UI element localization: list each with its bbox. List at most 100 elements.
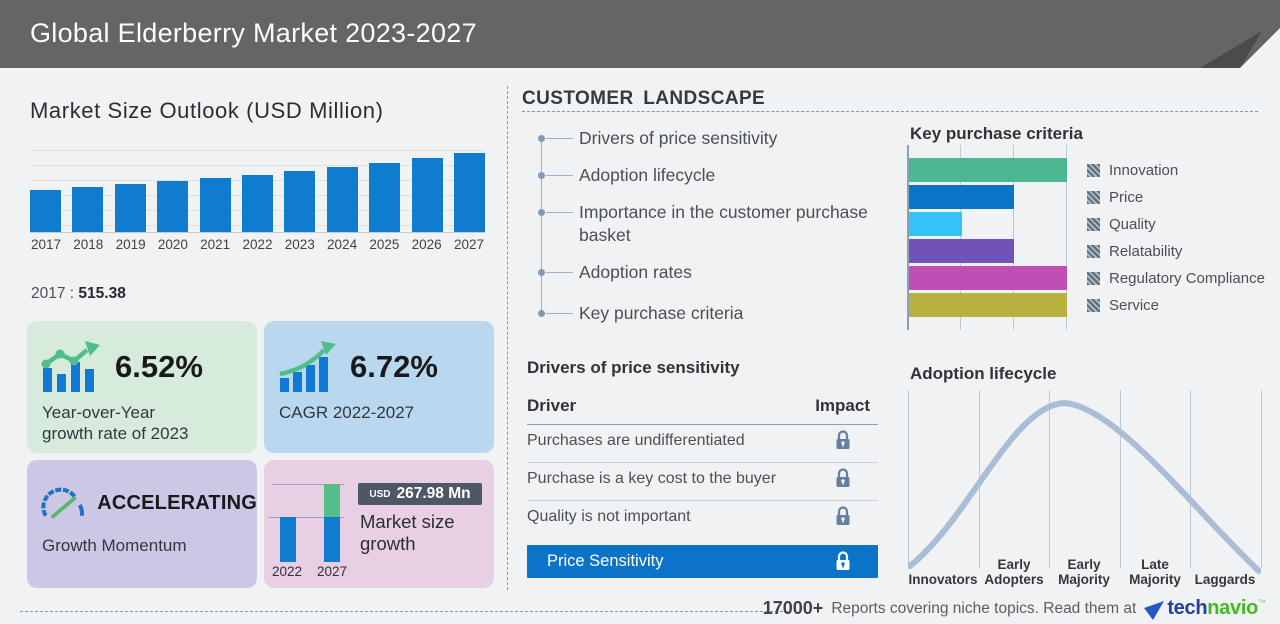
list-connector [546,272,573,273]
table-header-line [527,424,878,425]
market-bar-column [157,181,189,232]
list-connector [546,175,573,176]
list-connector [546,212,573,213]
list-bullet-dot [538,172,545,179]
list-bullet-dot [538,135,545,142]
market-size-chart [30,150,485,232]
market-bar-column [114,184,146,232]
legend-swatch-icon [1087,244,1100,258]
price-sensitivity-highlight-row[interactable]: Price Sensitivity [527,545,878,578]
lock-icon [836,430,850,449]
lifecycle-stage-label: Laggards [1194,572,1256,588]
landscape-item-label: Adoption rates [579,262,692,282]
legend-item: Service [1087,296,1159,314]
market-size-bars [30,150,485,232]
usd-amount-badge: USD 267.98 Mn [358,483,482,505]
note-value: 515.38 [78,285,126,302]
market-bar-column [369,163,401,232]
kpc-bar [909,185,1014,209]
lock-icon [836,468,850,487]
legend-item: Relatability [1087,242,1182,260]
market-bar-year-label: 2021 [200,237,231,252]
market-bar-column [326,167,358,232]
kpc-gridline [1066,145,1067,330]
driver-row: Purchases are undifferentiated [527,432,745,449]
legend-item: Regulatory Compliance [1087,269,1265,287]
yoy-growth-value: 6.52% [115,349,203,384]
legend-swatch-icon [1087,163,1100,177]
kpc-bar [909,239,1014,263]
badge-currency: USD [369,488,391,500]
market-growth-card: 2022 2027 USD 267.98 Mn Market size grow… [264,460,494,588]
landscape-item-label: Drivers of price sensitivity [579,128,778,148]
gridline [30,150,485,151]
market-bar-year-label: 2024 [327,237,358,252]
x-axis-line [30,232,485,233]
mini-chart-ref-line [268,517,344,518]
page-fold-icon [1200,28,1280,68]
lifecycle-gridline [908,390,909,568]
kpc-gridline [1013,145,1014,330]
note-separator: : [65,285,79,302]
list-bullet-dot [538,209,545,216]
kpc-y-axis [907,145,909,330]
market-bar-year-label: 2025 [369,237,400,252]
market-bar [72,187,104,232]
cagr-card: 6.72% CAGR 2022-2027 [264,321,494,453]
list-bullet-dot [538,310,545,317]
row-separator [527,462,878,463]
lifecycle-gridline [1049,390,1050,568]
market-bar [114,184,146,232]
lock-icon [835,506,851,531]
technavio-mark-icon [1144,601,1165,620]
legend-swatch-icon [1087,298,1100,312]
momentum-label: Growth Momentum [42,536,187,555]
customer-landscape-title: CUSTOMER LANDSCAPE [522,88,766,109]
key-purchase-criteria-title: Key purchase criteria [910,124,1083,143]
legend-label: Quality [1109,215,1156,233]
header-banner: Global Elderberry Market 2023-2027 [0,0,1280,68]
market-bar-column [30,190,61,232]
legend-swatch-icon [1087,271,1100,285]
market-bar [30,190,61,232]
market-bar-year-label: 2017 [30,237,62,252]
market-size-note: 2017 : 515.38 [31,285,126,303]
driver-row: Quality is not important [527,508,691,525]
market-bar [157,181,189,232]
market-bar [411,158,443,232]
footer-text: Reports covering niche topics. Read them… [831,599,1137,617]
trademark-symbol: ™ [1258,598,1266,607]
kpc-bar [909,212,962,236]
note-year: 2017 [31,285,66,302]
legend-label: Innovation [1109,161,1179,179]
market-bar-year-label: 2026 [411,237,442,252]
adoption-lifecycle-title: Adoption lifecycle [910,364,1057,383]
market-growth-label: Market size growth [360,511,455,555]
yoy-growth-card: 6.52% Year-over-Year growth rate of 2023 [27,321,257,453]
legend-item: Price [1087,188,1143,206]
technavio-logo[interactable]: tech navio ™ [1144,597,1266,620]
landscape-item-label: Key purchase criteria [579,303,744,323]
kpc-bar [909,293,1067,317]
brand-navio: navio [1207,597,1258,619]
page-title: Global Elderberry Market 2023-2027 [30,18,477,48]
legend-label: Relatability [1109,242,1183,260]
market-bar [326,167,358,232]
market-bar-year-label: 2023 [284,237,315,252]
footer: 17000+ Reports covering niche topics. Re… [763,597,1266,620]
mini-bar-2027-base [324,517,340,562]
market-bar-column [199,178,231,232]
yoy-growth-label: Year-over-Year growth rate of 2023 [42,403,189,444]
lifecycle-stage-label: Early Adopters [984,556,1044,588]
list-connector [546,138,573,139]
market-bar-column [284,171,316,232]
legend-label: Service [1109,296,1160,314]
cagr-label: CAGR 2022-2027 [279,403,415,422]
kpc-bar [909,158,1067,182]
market-bar-column [411,158,443,232]
growth-curve-icon [279,341,336,392]
badge-amount: 267.98 Mn [396,485,471,502]
price-sensitivity-title: Drivers of price sensitivity [527,358,740,377]
market-bar [199,178,231,232]
legend-swatch-icon [1087,190,1100,204]
